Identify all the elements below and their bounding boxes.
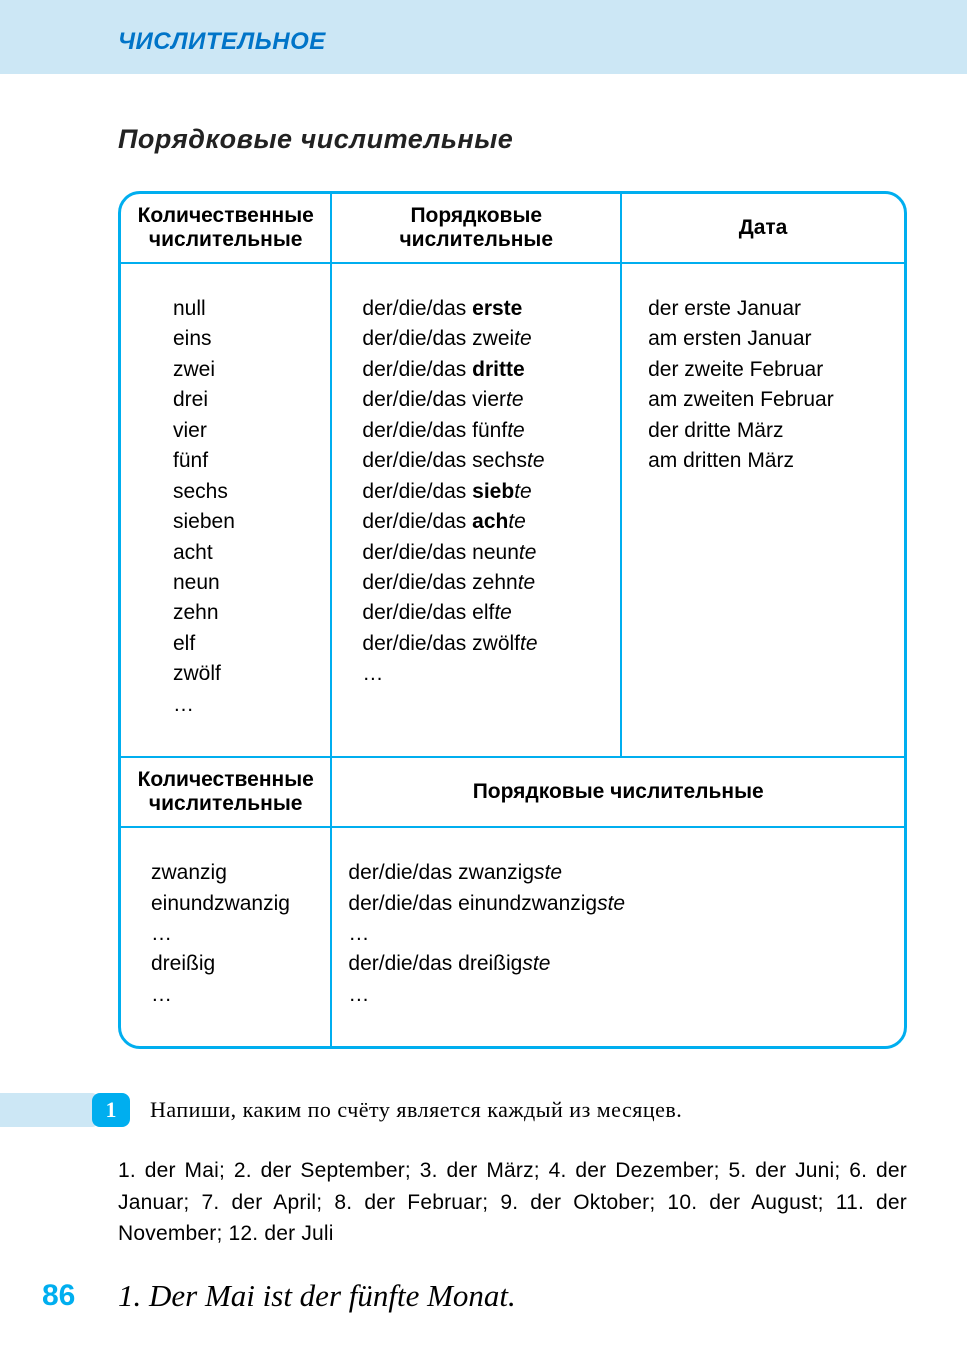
list-item: der/die/das fünfte — [362, 416, 600, 446]
list-item: … — [348, 919, 625, 949]
list-item: … — [348, 980, 625, 1010]
exercise-items: 1. der Mai; 2. der September; 3. der Mär… — [118, 1155, 907, 1250]
list-item: einundzwanzig — [151, 889, 310, 919]
list-item: der/die/das zwanzigste — [348, 858, 625, 888]
list-item: der/die/das dritte — [362, 355, 600, 385]
list-item: dreißig — [151, 949, 310, 979]
exercise-example: 1. Der Mai ist der fünfte Monat. — [118, 1278, 907, 1314]
list-item: eins — [173, 324, 310, 354]
cardinal-list-2: zwanzigeinundzwanzig…dreißig… — [137, 840, 314, 1034]
cell-cardinals-1: nulleinszweidreivierfünfsechssiebenachtn… — [121, 264, 332, 758]
list-item: sieben — [173, 507, 310, 537]
table-header-row-2: Количественные числительные Порядковые ч… — [121, 758, 904, 828]
th-cardinal-2: Количественные числительные — [121, 758, 332, 828]
list-item: zehn — [173, 598, 310, 628]
cell-ordinals-1: der/die/das ersteder/die/das zweiteder/d… — [332, 264, 622, 758]
exercise-number-badge: 1 — [92, 1093, 130, 1127]
list-item: … — [151, 980, 310, 1010]
list-item: vier — [173, 416, 310, 446]
page: ЧИСЛИТЕЛЬНОЕ Порядковые числительные Кол… — [0, 0, 967, 1355]
list-item: neun — [173, 568, 310, 598]
list-item: der dritte März — [648, 416, 884, 446]
list-item: der/die/das zweite — [362, 324, 600, 354]
ordinal-list-2: der/die/das zwanzigsteder/die/das einund… — [348, 840, 629, 1034]
list-item: der/die/das zehnte — [362, 568, 600, 598]
chapter-title: ЧИСЛИТЕЛЬНОЕ — [118, 28, 967, 56]
list-item: der/die/das sechste — [362, 446, 600, 476]
list-item: zwei — [173, 355, 310, 385]
th-date: Дата — [622, 194, 904, 264]
list-item: sechs — [173, 477, 310, 507]
table-header-row-1: Количественные числительные Порядковые ч… — [121, 194, 904, 264]
list-item: der/die/das dreißigste — [348, 949, 625, 979]
cell-ordinals-2: der/die/das zwanzigsteder/die/das einund… — [332, 828, 904, 1046]
list-item: der zweite Februar — [648, 355, 884, 385]
exercise-header: 1 Напиши, каким по счёту является каждый… — [0, 1093, 907, 1127]
list-item: … — [362, 659, 600, 689]
list-item: elf — [173, 629, 310, 659]
date-list: der erste Januaram ersten Januarder zwei… — [638, 276, 888, 501]
list-item: zwölf — [173, 659, 310, 689]
list-item: der/die/das neunte — [362, 538, 600, 568]
section-title: Порядковые числительные — [118, 124, 907, 155]
list-item: der/die/das elfte — [362, 598, 600, 628]
th-cardinal: Количественные числительные — [121, 194, 332, 264]
list-item: der erste Januar — [648, 294, 884, 324]
exercise-prompt: Напиши, каким по счёту является каждый и… — [150, 1097, 682, 1123]
th-ordinal: Порядковые числительные — [332, 194, 622, 264]
list-item: … — [173, 690, 310, 720]
th-ordinal-2: Порядковые числительные — [332, 758, 904, 828]
list-item: … — [151, 919, 310, 949]
header-band: ЧИСЛИТЕЛЬНОЕ — [0, 0, 967, 74]
cell-dates: der erste Januaram ersten Januarder zwei… — [622, 264, 904, 758]
list-item: der/die/das siebte — [362, 477, 600, 507]
page-number: 86 — [42, 1279, 75, 1313]
list-item: der/die/das achte — [362, 507, 600, 537]
list-item: zwanzig — [151, 858, 310, 888]
content-area: Порядковые числительные Количественные ч… — [0, 74, 967, 1314]
list-item: drei — [173, 385, 310, 415]
list-item: der/die/das erste — [362, 294, 600, 324]
exercise-stub — [0, 1093, 98, 1127]
list-item: null — [173, 294, 310, 324]
numerals-table: Количественные числительные Порядковые ч… — [118, 191, 907, 1049]
table-body-row-1: nulleinszweidreivierfünfsechssiebenachtn… — [121, 264, 904, 758]
list-item: acht — [173, 538, 310, 568]
list-item: der/die/das vierte — [362, 385, 600, 415]
list-item: am ersten Januar — [648, 324, 884, 354]
ordinal-list-1: der/die/das ersteder/die/das zweiteder/d… — [348, 276, 604, 714]
list-item: der/die/das zwölfte — [362, 629, 600, 659]
list-item: der/die/das einundzwanzigste — [348, 889, 625, 919]
list-item: am zweiten Februar — [648, 385, 884, 415]
table-body-row-2: zwanzigeinundzwanzig…dreißig… der/die/da… — [121, 828, 904, 1046]
list-item: am dritten März — [648, 446, 884, 476]
cell-cardinals-2: zwanzigeinundzwanzig…dreißig… — [121, 828, 332, 1046]
list-item: fünf — [173, 446, 310, 476]
cardinal-list-1: nulleinszweidreivierfünfsechssiebenachtn… — [137, 276, 314, 744]
